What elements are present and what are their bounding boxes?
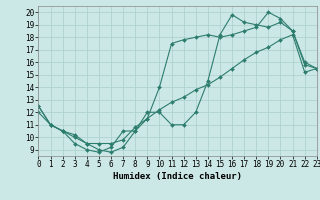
X-axis label: Humidex (Indice chaleur): Humidex (Indice chaleur) <box>113 172 242 181</box>
